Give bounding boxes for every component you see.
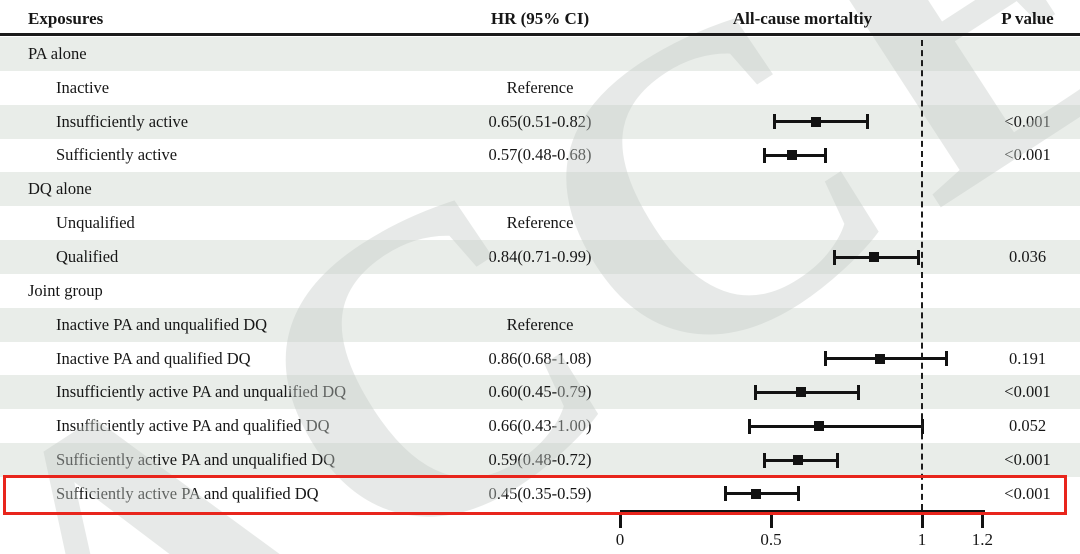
row-hr-value: 0.84(0.71-0.99) [488, 246, 592, 266]
row-p-value [975, 71, 1080, 105]
table-row-sufficiently-active: Sufficiently active 0.57(0.48-0.68) <0.0… [0, 139, 1080, 173]
row-label: Insufficiently active PA and qualified D… [56, 416, 330, 436]
x-axis-tick-label: 0 [615, 530, 625, 549]
table-row-qualified: Qualified 0.84(0.71-0.99) 0.036 [0, 240, 1080, 274]
table-row-insufficient-pa-qualified-dq: Insufficiently active PA and qualified D… [0, 409, 1080, 443]
row-label: DQ alone [28, 179, 92, 199]
row-label: Inactive PA and qualified DQ [56, 348, 251, 368]
x-axis-tick [769, 513, 773, 528]
row-hr-value: 0.60(0.45-0.79) [488, 382, 592, 402]
row-p-value [975, 206, 1080, 240]
row-p-value: <0.001 [1004, 382, 1051, 402]
x-axis-tick [920, 513, 924, 528]
header-p-value: P value [1001, 9, 1054, 28]
row-label: Sufficiently active [56, 145, 178, 165]
row-p-value: 0.052 [1008, 416, 1047, 436]
row-hr-value: 0.45(0.35-0.59) [488, 483, 592, 503]
row-label: Inactive [56, 77, 110, 97]
row-hr-value: 0.57(0.48-0.68) [488, 145, 592, 165]
row-hr-value: Reference [506, 314, 574, 334]
table-header: Exposures HR (95% CI) All-cause mortalti… [0, 5, 1080, 33]
table-row-inactive-pa-qualified-dq: Inactive PA and qualified DQ 0.86(0.68-1… [0, 342, 1080, 376]
row-label: Unqualified [56, 213, 135, 233]
row-label: Inactive PA and unqualified DQ [56, 314, 268, 334]
row-p-value: <0.001 [1004, 483, 1051, 503]
row-p-value [975, 37, 1080, 71]
table-row-group-pa-alone: PA alone [0, 37, 1080, 71]
row-p-value: <0.001 [1004, 450, 1051, 470]
row-label: Qualified [56, 246, 119, 266]
row-hr-value: Reference [506, 77, 574, 97]
x-axis-tick-label: 1 [917, 530, 927, 549]
table-row-group-dq-alone: DQ alone [0, 172, 1080, 207]
row-hr-value [450, 172, 630, 206]
row-hr-value: 0.65(0.51-0.82) [488, 111, 592, 131]
row-hr-value: 0.86(0.68-1.08) [488, 348, 592, 368]
row-p-value [975, 274, 1080, 308]
table-row-inactive-pa-unqualified-dq: Inactive PA and unqualified DQ Reference [0, 307, 1080, 342]
x-axis-tick [980, 513, 984, 528]
row-label: Insufficiently active PA and unqualified… [56, 382, 347, 402]
row-hr-value: 0.59(0.48-0.72) [488, 450, 592, 470]
row-label: Insufficiently active [56, 111, 189, 131]
x-axis-tick-label: 0.5 [760, 530, 782, 549]
row-hr-value: Reference [506, 213, 574, 233]
table-row-unqualified: Unqualified Reference [0, 206, 1080, 240]
header-hr-ci: HR (95% CI) [490, 9, 590, 28]
x-axis-tick [618, 513, 622, 528]
table-row-sufficient-pa-unqualified-dq: Sufficiently active PA and unqualified D… [0, 443, 1080, 477]
table-row-insufficiently-active: Insufficiently active 0.65(0.51-0.82) <0… [0, 104, 1080, 139]
table-row-group-joint-group: Joint group [0, 274, 1080, 308]
table-row-insufficient-pa-unqualified-dq: Insufficiently active PA and unqualified… [0, 375, 1080, 410]
header-exposures: Exposures [28, 9, 104, 28]
row-p-value: <0.001 [1004, 145, 1051, 165]
table-row-inactive: Inactive Reference [0, 71, 1080, 105]
row-label: Joint group [28, 280, 103, 300]
row-hr-value [450, 37, 630, 71]
row-hr-value [450, 274, 630, 308]
x-axis-tick-label: 1.2 [971, 530, 994, 549]
row-label: Sufficiently active PA and qualified DQ [56, 483, 319, 503]
row-label: Sufficiently active PA and unqualified D… [56, 450, 336, 470]
row-p-value: 0.036 [1008, 246, 1047, 266]
row-p-value: 0.191 [1008, 348, 1047, 368]
row-p-value [975, 308, 1080, 342]
header-all-cause-mortality: All-cause mortaltiy [732, 9, 873, 28]
table-body: PA alone Inactive Reference Insufficient… [0, 37, 1080, 511]
row-p-value: <0.001 [1004, 111, 1051, 131]
row-label: PA alone [28, 43, 87, 63]
header-divider [0, 33, 1080, 36]
table-row-sufficient-pa-qualified-dq: Sufficiently active PA and qualified DQ … [0, 477, 1080, 511]
row-p-value [975, 172, 1080, 206]
row-hr-value: 0.66(0.43-1.00) [488, 416, 592, 436]
